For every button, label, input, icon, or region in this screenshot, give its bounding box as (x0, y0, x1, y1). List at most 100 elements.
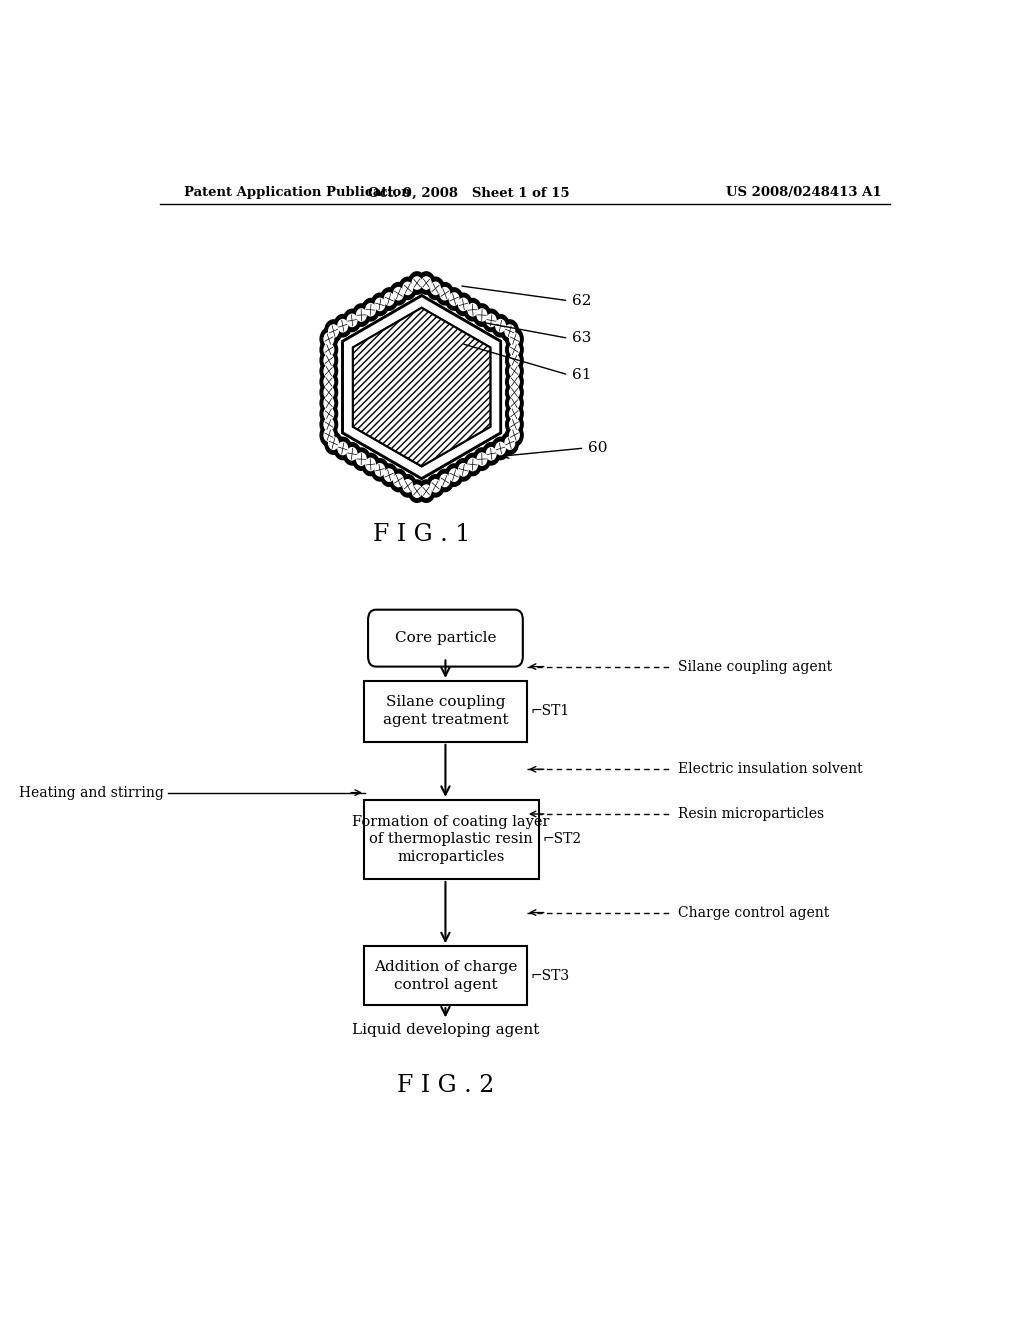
Circle shape (505, 325, 515, 337)
Circle shape (343, 442, 360, 465)
Circle shape (477, 453, 486, 465)
Circle shape (506, 381, 523, 404)
Circle shape (356, 453, 367, 465)
Circle shape (324, 376, 334, 388)
Circle shape (352, 304, 370, 326)
Text: 61: 61 (572, 368, 592, 381)
Text: US 2008/0248413 A1: US 2008/0248413 A1 (726, 186, 882, 199)
Circle shape (366, 458, 376, 471)
Circle shape (459, 298, 468, 310)
Circle shape (459, 463, 468, 477)
Text: Charge control agent: Charge control agent (678, 906, 829, 920)
Circle shape (324, 429, 334, 441)
Polygon shape (353, 308, 490, 466)
Circle shape (455, 458, 472, 480)
Circle shape (510, 343, 519, 356)
Circle shape (402, 282, 413, 294)
Circle shape (321, 424, 338, 446)
Circle shape (510, 418, 519, 430)
Circle shape (324, 408, 334, 420)
Circle shape (477, 309, 486, 321)
Circle shape (324, 397, 334, 409)
Circle shape (393, 288, 403, 300)
Circle shape (506, 403, 523, 425)
Text: Core particle: Core particle (394, 631, 497, 645)
Circle shape (321, 350, 338, 372)
Circle shape (505, 437, 515, 449)
Text: F I G . 1: F I G . 1 (373, 523, 470, 546)
Circle shape (427, 277, 444, 300)
Text: 63: 63 (572, 331, 592, 346)
Circle shape (409, 480, 426, 503)
Circle shape (321, 392, 338, 414)
Circle shape (473, 304, 490, 326)
Text: Liquid developing agent: Liquid developing agent (352, 1023, 539, 1038)
Circle shape (390, 470, 408, 491)
Circle shape (482, 442, 500, 465)
Circle shape (506, 392, 523, 414)
Circle shape (321, 360, 338, 383)
Circle shape (371, 458, 389, 480)
Circle shape (347, 447, 356, 459)
Circle shape (321, 381, 338, 404)
Circle shape (473, 447, 490, 470)
Circle shape (329, 437, 338, 449)
Circle shape (413, 484, 422, 498)
Circle shape (338, 442, 347, 454)
Bar (365, 800, 539, 879)
Circle shape (325, 319, 342, 342)
Circle shape (375, 463, 385, 477)
Text: Patent Application Publication: Patent Application Publication (183, 186, 411, 199)
Text: Addition of charge
control agent: Addition of charge control agent (374, 960, 517, 991)
Circle shape (418, 272, 435, 294)
Circle shape (390, 282, 408, 305)
Bar (365, 681, 526, 742)
Text: F I G . 2: F I G . 2 (396, 1074, 495, 1097)
Circle shape (361, 453, 379, 475)
Circle shape (486, 314, 496, 326)
Text: Electric insulation solvent: Electric insulation solvent (678, 762, 862, 776)
Circle shape (506, 371, 523, 393)
Circle shape (506, 338, 523, 360)
Circle shape (450, 293, 459, 305)
Circle shape (431, 282, 440, 294)
Circle shape (324, 418, 334, 430)
Circle shape (506, 327, 523, 350)
Circle shape (343, 309, 360, 331)
Text: Resin microparticles: Resin microparticles (678, 807, 824, 821)
Circle shape (510, 429, 519, 441)
Circle shape (352, 447, 370, 470)
Circle shape (371, 293, 389, 315)
Circle shape (427, 475, 444, 498)
Circle shape (361, 298, 379, 321)
Circle shape (510, 333, 519, 346)
Circle shape (455, 293, 472, 315)
Circle shape (324, 343, 334, 356)
Circle shape (321, 413, 338, 436)
Circle shape (402, 479, 413, 492)
Circle shape (464, 453, 481, 475)
Circle shape (321, 327, 338, 350)
Text: ⌐ST1: ⌐ST1 (530, 705, 570, 718)
Circle shape (482, 309, 500, 331)
Circle shape (450, 469, 459, 482)
Circle shape (501, 319, 518, 342)
Circle shape (440, 288, 450, 300)
Text: Silane coupling agent: Silane coupling agent (678, 660, 833, 673)
Text: Silane coupling
agent treatment: Silane coupling agent treatment (383, 696, 508, 727)
Polygon shape (353, 308, 490, 466)
Circle shape (393, 474, 403, 487)
Circle shape (324, 364, 334, 378)
Circle shape (334, 314, 351, 337)
Circle shape (356, 309, 367, 321)
Circle shape (496, 319, 505, 331)
Circle shape (324, 333, 334, 346)
Circle shape (436, 282, 454, 305)
Circle shape (445, 463, 463, 486)
Text: Oct. 9, 2008   Sheet 1 of 15: Oct. 9, 2008 Sheet 1 of 15 (369, 186, 570, 199)
Text: Heating and stirring: Heating and stirring (18, 785, 164, 800)
Circle shape (399, 475, 417, 498)
Circle shape (492, 437, 509, 459)
Circle shape (506, 350, 523, 372)
Circle shape (409, 272, 426, 294)
